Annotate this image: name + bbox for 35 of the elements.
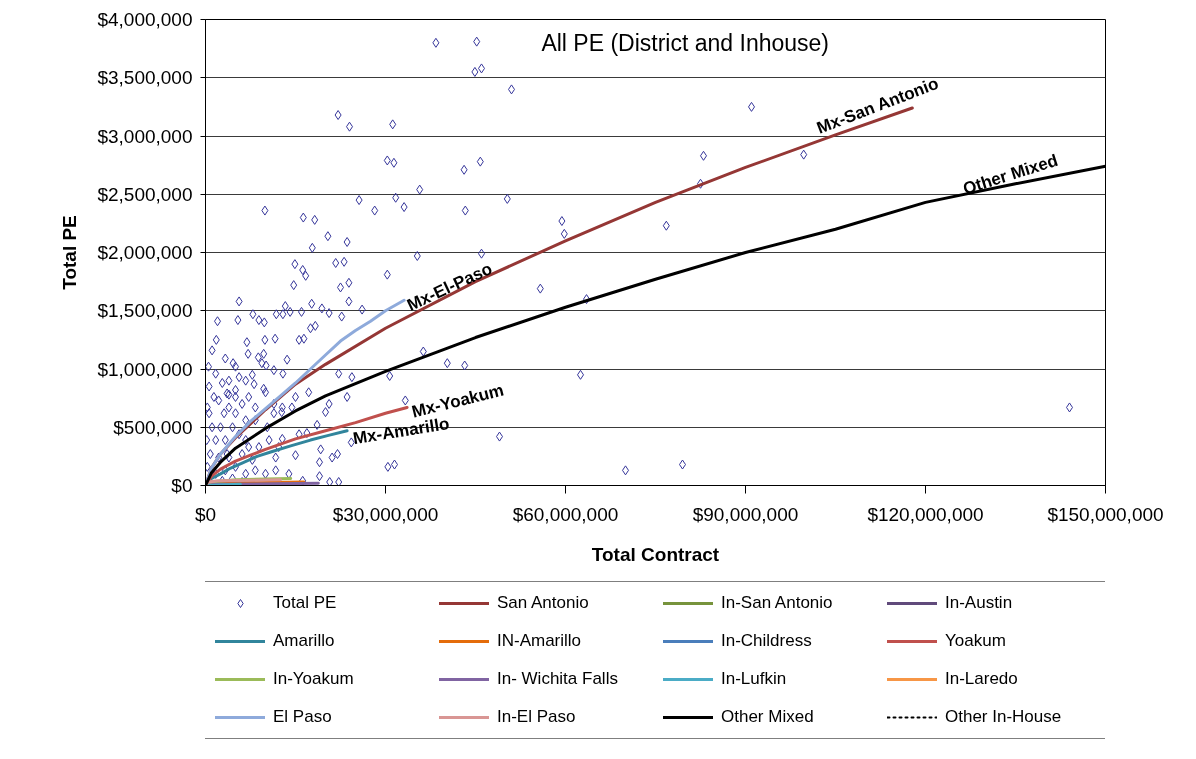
x-tick-label: $0 [194,503,217,525]
legend-label: In-Austin [945,592,1014,614]
legend-label: In-Childress [721,630,813,652]
y-tick-label: $2,500,000 [97,183,193,205]
legend-label: El Paso [273,706,333,728]
legend-label: In-Yoakum [273,668,355,690]
y-tick-label: $3,000,000 [97,125,193,147]
y-tick-label: $3,500,000 [97,67,193,89]
legend-label: In- Wichita Falls [497,668,619,690]
y-tick-label: $500,000 [113,416,193,438]
legend-label: IN-Amarillo [497,630,583,652]
legend-label: Other Mixed [721,706,815,728]
legend-label: In-El Paso [497,706,577,728]
x-tick-label: $150,000,000 [1047,503,1164,525]
legend-label: Total PE [273,592,338,614]
x-tick-label: $30,000,000 [332,503,439,525]
text: All PE (District and Inhouse) [541,29,830,56]
y-tick-label: $2,000,000 [97,242,193,263]
y-tick-label: $1,500,000 [97,300,193,322]
x-tick-label: $60,000,000 [512,503,619,525]
x-tick-label: $90,000,000 [692,503,799,525]
legend-label: San Antonio [497,592,590,614]
legend-label: In-Laredo [945,668,1019,690]
annotation: Other Mixed [960,150,1061,199]
legend-label: In-Lufkin [721,668,788,690]
y-axis-title: Total PE [59,215,81,290]
y-tick-label: $4,000,000 [97,9,193,30]
legend-label: Other In-House [945,706,1063,728]
legend-label: Amarillo [273,630,336,652]
x-axis-title: Total Contract [591,543,720,565]
legend-label: In-San Antonio [721,592,834,614]
y-tick-label: $1,000,000 [97,358,193,380]
x-tick-label: $120,000,000 [867,503,984,525]
y-tick-label: $0 [171,475,193,496]
legend-label: Yoakum [945,630,1007,652]
